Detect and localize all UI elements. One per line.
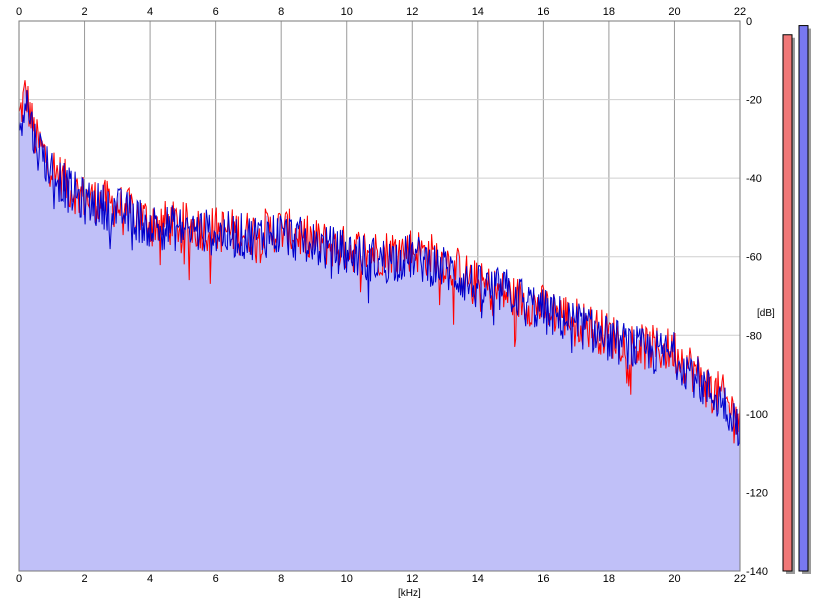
spectrum-fill-area <box>19 83 740 571</box>
x-tick-label-bottom: 14 <box>472 573 484 585</box>
x-tick-label-top: 8 <box>278 6 284 18</box>
series-blue-line <box>18 90 741 446</box>
plot-frame <box>18 20 741 572</box>
x-tick-label-top: 4 <box>147 6 153 18</box>
x-tick-label-top: 6 <box>213 6 219 18</box>
y-tick-label: -40 <box>746 173 762 185</box>
x-tick-label-top: 12 <box>406 6 418 18</box>
x-tick-label-bottom: 16 <box>537 573 549 585</box>
x-tick-label-bottom: 2 <box>81 573 87 585</box>
x-tick-label-bottom: 18 <box>603 573 615 585</box>
x-tick-label-bottom: 22 <box>734 573 746 585</box>
y-tick-labels: -20 -40 -60 -80 -100 -120 -140 <box>746 95 768 578</box>
level-meter-R <box>798 25 809 572</box>
x-tick-labels-top: 0 2 4 6 8 10 12 14 16 18 20 22 <box>16 6 746 18</box>
y-tick-label: -100 <box>746 409 768 421</box>
x-tick-label-top: 0 <box>16 6 22 18</box>
level-meters <box>782 25 811 575</box>
x-tick-label-bottom: 8 <box>278 573 284 585</box>
x-tick-label-top: 18 <box>603 6 615 18</box>
y-tick-label: -60 <box>746 252 762 264</box>
x-tick-labels-bottom: 0 2 4 6 8 10 12 14 16 18 20 22 <box>16 573 746 585</box>
x-tick-label-bottom: 4 <box>147 573 153 585</box>
y-axis-label: [dB] <box>757 308 775 319</box>
x-tick-label-top: 20 <box>668 6 680 18</box>
x-tick-label-bottom: 10 <box>341 573 353 585</box>
x-tick-label-bottom: 12 <box>406 573 418 585</box>
x-tick-label-top: 22 <box>734 6 746 18</box>
x-tick-label-top: 16 <box>537 6 549 18</box>
y-tick-label: -120 <box>746 487 768 499</box>
x-axis-label: [kHz] <box>398 588 421 599</box>
level-meter-L <box>782 34 793 572</box>
x-tick-label-top: 2 <box>81 6 87 18</box>
y-tick-label: -20 <box>746 95 762 107</box>
x-tick-label-bottom: 6 <box>213 573 219 585</box>
x-tick-label-top: 10 <box>341 6 353 18</box>
x-tick-label-bottom: 0 <box>16 573 22 585</box>
y-tick-label-0: 0 <box>746 16 752 28</box>
y-tick-label: -140 <box>746 566 768 578</box>
x-tick-label-top: 14 <box>472 6 484 18</box>
x-tick-label-bottom: 20 <box>668 573 680 585</box>
y-tick-label: -80 <box>746 330 762 342</box>
